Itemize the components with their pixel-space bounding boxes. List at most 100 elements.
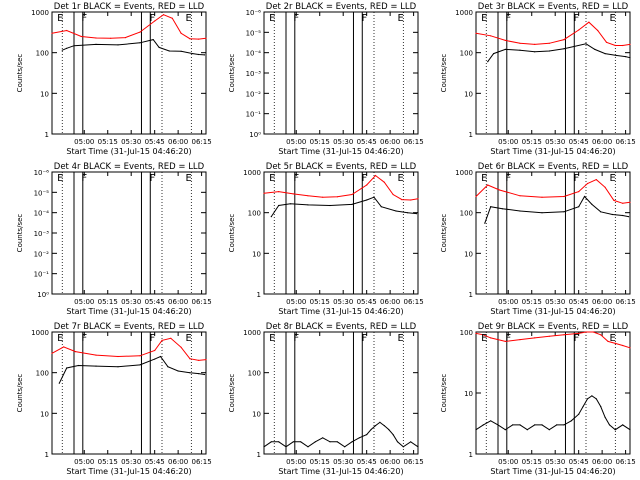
marker-label: F (362, 333, 368, 344)
x-tick-label: 05:15 (310, 458, 330, 466)
data-point (613, 199, 615, 201)
marker-label: E (609, 13, 615, 24)
y-tick-label: 100 (36, 50, 49, 58)
y-tick-label: 10 (252, 410, 261, 418)
y-tick-label: 10 (252, 250, 261, 258)
data-point (541, 212, 543, 214)
marker-label: E (397, 333, 403, 344)
x-tick-label: 05:00 (74, 298, 94, 306)
data-point (594, 48, 596, 51)
y-tick-label: 100 (460, 50, 473, 58)
y-axis-label: Counts/sec (440, 54, 448, 93)
chart-title: Det 4r BLACK = Events, RED = LLD (54, 162, 205, 172)
plot-frame (51, 331, 207, 455)
y-axis-label: Counts/sec (228, 54, 236, 93)
marker-label: F (293, 173, 299, 184)
data-point (292, 441, 294, 443)
data-point (519, 42, 521, 44)
data-point (307, 204, 309, 206)
series-line-lld (263, 174, 419, 201)
x-tick-label: 06:00 (592, 138, 612, 146)
panel-det-3: Det 3r BLACK = Events, RED = LLD Counts/s… (440, 2, 636, 156)
data-point (73, 45, 75, 47)
data-point (475, 195, 477, 198)
marker-label: E (57, 333, 63, 344)
series-line-lld (475, 179, 631, 204)
marker-label: E (185, 173, 191, 184)
data-point (526, 429, 528, 431)
series-line-lld (475, 21, 631, 46)
y-tick-label: 10⁻² (34, 250, 50, 258)
data-point (66, 29, 68, 32)
panel-det-2: Det 2r BLACK = Events, RED = LLD Counts/s… (228, 2, 424, 156)
chart-title: Det 2r BLACK = Events, RED = LLD (266, 2, 417, 12)
data-point (162, 14, 165, 16)
y-tick-label: 1 (469, 131, 473, 139)
data-point (351, 441, 353, 443)
x-tick-label: 06:15 (404, 138, 424, 146)
y-tick-label: 1 (45, 131, 49, 139)
x-tick-label: 06:00 (380, 458, 400, 466)
y-tick-label: 10⁻¹ (34, 271, 50, 279)
x-tick-label: 05:30 (545, 298, 565, 306)
data-point (548, 42, 550, 44)
x-axis-label: Start Time (31-Jul-15 04:46:20) (490, 307, 615, 316)
data-point (322, 196, 324, 198)
y-tick-label: 10⁻⁴ (34, 210, 50, 218)
series-line-events (270, 196, 417, 217)
data-point (563, 424, 565, 426)
series-line-events (62, 39, 205, 56)
data-point (595, 179, 597, 181)
marker-label: F (574, 333, 580, 344)
chart-title: Det 8r BLACK = Events, RED = LLD (266, 322, 417, 332)
data-point (605, 41, 608, 43)
data-point (622, 214, 624, 217)
marker-label: F (81, 173, 87, 184)
marker-label: E (185, 13, 191, 24)
data-point (604, 186, 606, 188)
data-point (154, 349, 156, 352)
data-point (366, 184, 368, 186)
data-point (278, 191, 280, 193)
x-tick-label: 05:30 (121, 298, 141, 306)
x-tick-label: 06:00 (380, 298, 400, 306)
data-point (198, 359, 200, 361)
x-tick-label: 05:45 (357, 458, 377, 466)
y-tick-label: 10 (464, 390, 473, 398)
chart-title: Det 9r BLACK = Events, RED = LLD (478, 322, 629, 332)
x-tick-label: 06:15 (616, 138, 636, 146)
y-axis-label: Counts/sec (228, 374, 236, 413)
chart-title: Det 6r BLACK = Events, RED = LLD (478, 162, 629, 172)
x-tick-label: 05:15 (98, 458, 118, 466)
data-point (487, 61, 489, 63)
marker-label: E (397, 13, 403, 24)
data-point (139, 355, 141, 357)
data-point (270, 216, 272, 218)
data-point (198, 53, 200, 56)
marker-label: E (269, 173, 275, 184)
data-point (534, 51, 536, 53)
y-tick-label: 100 (460, 210, 473, 218)
data-point (374, 425, 377, 427)
data-point (388, 428, 390, 431)
data-point (407, 212, 409, 214)
x-tick-label: 05:00 (286, 298, 306, 306)
chart-title: Det 1r BLACK = Events, RED = LLD (54, 2, 205, 12)
data-point (139, 31, 141, 33)
marker-label: F (505, 333, 511, 344)
data-point (497, 424, 499, 426)
data-point (189, 358, 191, 360)
data-point (307, 195, 309, 197)
y-tick-label: 1 (469, 451, 473, 459)
data-point (541, 424, 543, 426)
data-point (285, 446, 287, 448)
marker-label: F (505, 173, 511, 184)
data-point (484, 222, 486, 224)
data-point (578, 413, 580, 415)
data-point (263, 192, 265, 194)
marker-label: F (362, 13, 368, 24)
data-point (177, 370, 179, 372)
plot-frame (263, 171, 419, 295)
data-point (366, 199, 368, 201)
